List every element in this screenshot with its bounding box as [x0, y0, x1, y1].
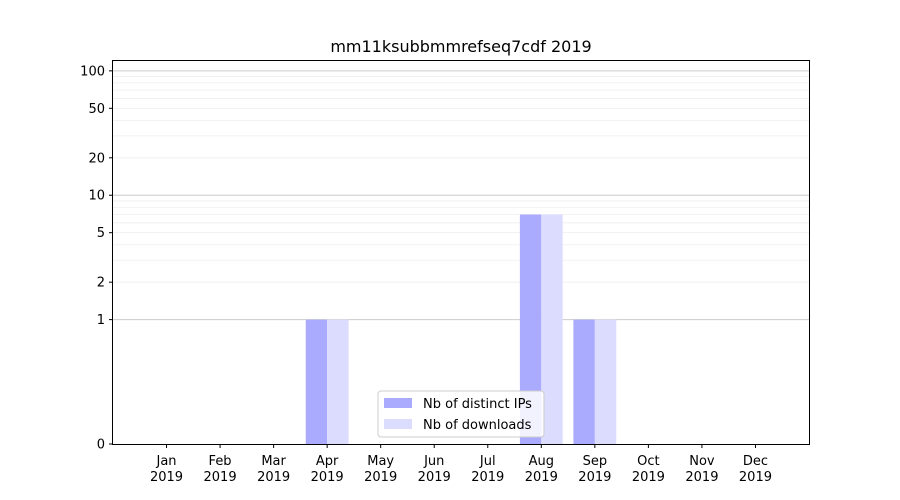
legend-label: Nb of downloads [423, 418, 532, 433]
x-tick-label: Aug 2019 [525, 454, 558, 485]
bar [541, 214, 563, 444]
legend-label: Nb of distinct IPs [423, 397, 532, 412]
x-tick-label-line: May [367, 454, 394, 469]
x-tick-label: Jan 2019 [150, 454, 183, 485]
x-tick-label-line: Sep [583, 454, 608, 469]
y-tick-label: 20 [88, 151, 105, 166]
x-tick-label-line: Feb [209, 454, 232, 469]
x-tick-label: Jul 2019 [471, 454, 504, 485]
x-tick-label-line: Jan [156, 454, 177, 469]
x-tick-label: Dec 2019 [739, 454, 772, 485]
x-tick-label-line: Apr [316, 454, 339, 469]
x-tick-label: Apr 2019 [311, 454, 344, 485]
x-tick-label-line: 2019 [150, 470, 183, 485]
x-tick-label-line: 2019 [578, 470, 611, 485]
grid-layer [113, 70, 809, 321]
x-tick-label-line: 2019 [525, 470, 558, 485]
y-tick-label: 5 [97, 226, 105, 241]
y-tick-label: 50 [88, 102, 105, 117]
bar [573, 319, 595, 444]
legend-swatch [384, 419, 412, 429]
legend-swatch [384, 398, 412, 408]
x-tick-label-line: 2019 [204, 470, 237, 485]
x-tick-label-line: Jun [423, 454, 444, 469]
y-tick-label: 10 [88, 189, 105, 204]
x-tick-label-line: 2019 [632, 470, 665, 485]
y-tick-label: 0 [97, 438, 105, 453]
plot-area [112, 60, 810, 445]
y-tick-label: 1 [97, 313, 105, 328]
x-tick-label: Oct 2019 [632, 454, 665, 485]
chart-title: mm11ksubbmmrefseq7cdf 2019 [330, 37, 591, 56]
x-tick-label-line: Oct [637, 454, 659, 469]
x-tick-label-line: Nov [689, 454, 715, 469]
bar [305, 319, 328, 444]
x-tick-label-line: 2019 [739, 470, 772, 485]
x-tick-label: Nov 2019 [685, 454, 718, 485]
x-tick-label-line: Mar [261, 454, 286, 469]
x-tick-label: Sep 2019 [578, 454, 611, 485]
y-tick-label: 2 [97, 276, 105, 291]
x-tick-label: Mar 2019 [257, 454, 290, 485]
legend-box [377, 390, 545, 438]
x-tick-label: Jun 2019 [418, 454, 451, 485]
x-tick-label: May 2019 [364, 454, 397, 485]
x-tick-label-line: 2019 [471, 470, 504, 485]
x-tick-label-line: 2019 [418, 470, 451, 485]
bar [594, 319, 617, 444]
x-tick-label-line: Aug [529, 454, 554, 469]
y-tick-label: 100 [80, 64, 105, 79]
legend: Nb of distinct IPs Nb of downloads [377, 390, 545, 438]
x-tick-label: Feb 2019 [204, 454, 237, 485]
y-axis: 0 1 2 5 10 20 50 100 [80, 64, 113, 453]
bar [327, 319, 349, 444]
x-tick-label-line: 2019 [311, 470, 344, 485]
x-tick-label-line: 2019 [364, 470, 397, 485]
x-tick-label-line: 2019 [685, 470, 718, 485]
x-tick-label-line: Jul [479, 454, 496, 469]
x-tick-label-line: 2019 [257, 470, 290, 485]
bars-layer [305, 214, 617, 444]
bar [519, 214, 542, 444]
x-tick-label-line: Dec [743, 454, 768, 469]
